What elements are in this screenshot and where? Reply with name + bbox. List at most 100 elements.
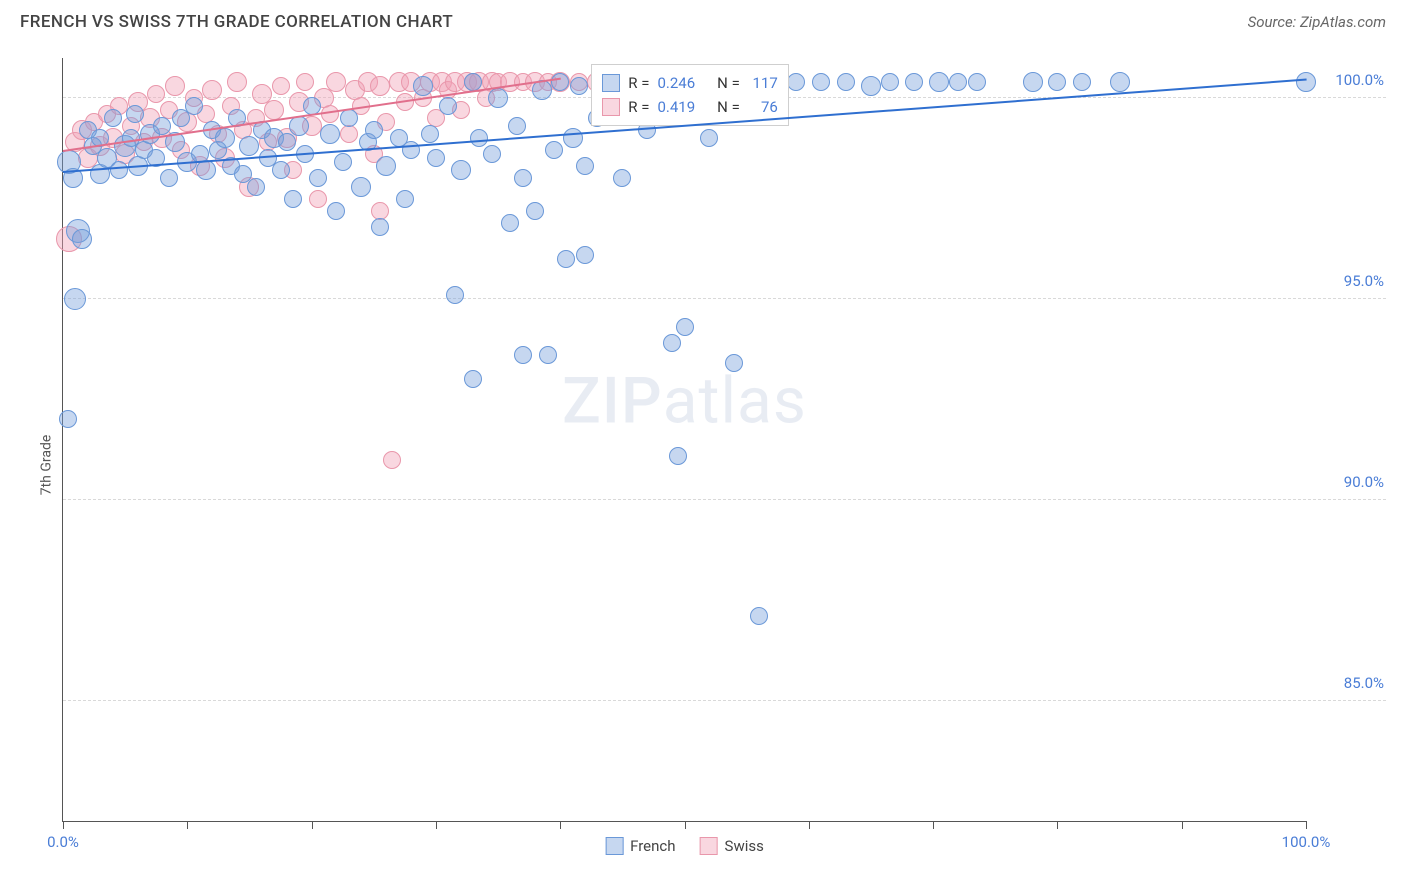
chart-title: FRENCH VS SWISS 7TH GRADE CORRELATION CH… bbox=[20, 12, 453, 32]
scatter-point-french bbox=[309, 169, 327, 187]
scatter-point-french bbox=[514, 169, 532, 187]
stats-row: R = 0.246 N = 117 bbox=[602, 71, 778, 95]
scatter-point-french bbox=[153, 117, 171, 135]
x-tick bbox=[312, 821, 313, 829]
source-prefix: Source: bbox=[1248, 13, 1300, 31]
scatter-point-french bbox=[557, 250, 575, 268]
scatter-point-french bbox=[126, 105, 144, 123]
scatter-point-swiss bbox=[340, 125, 358, 143]
n-label: N = bbox=[717, 71, 740, 95]
scatter-point-swiss bbox=[321, 105, 339, 123]
series-legend: French Swiss bbox=[605, 837, 764, 855]
scatter-point-swiss bbox=[165, 76, 185, 96]
series-swatch bbox=[602, 74, 620, 92]
x-tick bbox=[436, 821, 437, 829]
scatter-point-french bbox=[278, 133, 296, 151]
scatter-point-french bbox=[1048, 73, 1066, 91]
scatter-point-french bbox=[446, 286, 464, 304]
scatter-point-french bbox=[576, 246, 594, 264]
source-name: ZipAtlas.com bbox=[1300, 13, 1386, 31]
scatter-point-french bbox=[284, 190, 302, 208]
scatter-point-french bbox=[1110, 72, 1130, 92]
scatter-point-french bbox=[272, 161, 290, 179]
scatter-point-french bbox=[812, 73, 830, 91]
x-tick bbox=[187, 821, 188, 829]
scatter-point-swiss bbox=[296, 73, 314, 91]
scatter-point-french bbox=[320, 124, 340, 144]
scatter-point-swiss bbox=[227, 72, 247, 92]
scatter-point-french bbox=[488, 88, 508, 108]
scatter-point-french bbox=[365, 121, 383, 139]
scatter-point-french bbox=[861, 76, 881, 96]
scatter-point-french bbox=[508, 117, 526, 135]
stats-row: R =0.419N =76 bbox=[602, 95, 778, 119]
scatter-point-french bbox=[239, 136, 259, 156]
y-tick-label: 90.0% bbox=[1314, 473, 1384, 491]
scatter-point-french bbox=[110, 161, 128, 179]
scatter-point-swiss bbox=[309, 190, 327, 208]
x-tick bbox=[1057, 821, 1058, 829]
scatter-point-swiss bbox=[147, 85, 165, 103]
scatter-point-french bbox=[104, 109, 122, 127]
scatter-point-swiss bbox=[272, 77, 290, 95]
y-tick-label: 85.0% bbox=[1314, 674, 1384, 692]
scatter-point-french bbox=[396, 190, 414, 208]
scatter-point-french bbox=[725, 354, 743, 372]
r-value: 0.419 bbox=[657, 95, 695, 119]
scatter-point-french bbox=[551, 73, 569, 91]
scatter-point-french bbox=[64, 288, 86, 310]
scatter-point-swiss bbox=[326, 72, 346, 92]
legend-label: Swiss bbox=[725, 837, 764, 855]
scatter-point-french bbox=[413, 76, 433, 96]
scatter-point-french bbox=[526, 202, 544, 220]
r-label: R = bbox=[628, 71, 649, 95]
scatter-point-french bbox=[676, 318, 694, 336]
scatter-point-french bbox=[968, 73, 986, 91]
y-tick-label: 95.0% bbox=[1314, 272, 1384, 290]
scatter-point-french bbox=[470, 129, 488, 147]
source-credit: Source: ZipAtlas.com bbox=[1248, 13, 1386, 31]
x-tick bbox=[1182, 821, 1183, 829]
r-value: 0.246 bbox=[657, 71, 695, 95]
scatter-point-french bbox=[334, 153, 352, 171]
x-tick bbox=[685, 821, 686, 829]
scatter-point-french bbox=[160, 169, 178, 187]
n-label: N = bbox=[717, 95, 740, 119]
scatter-point-french bbox=[371, 218, 389, 236]
scatter-point-french bbox=[750, 607, 768, 625]
scatter-point-french bbox=[1073, 73, 1091, 91]
watermark-zip: ZIP bbox=[562, 364, 663, 439]
x-tick-label: 0.0% bbox=[47, 833, 79, 851]
scatter-point-french bbox=[289, 116, 309, 136]
x-tick bbox=[809, 821, 810, 829]
scatter-point-french bbox=[247, 178, 265, 196]
scatter-point-french bbox=[439, 97, 457, 115]
scatter-point-french bbox=[196, 160, 216, 180]
legend-label: French bbox=[630, 837, 675, 855]
n-value: 117 bbox=[748, 71, 778, 95]
scatter-point-french bbox=[787, 73, 805, 91]
scatter-point-french bbox=[1023, 72, 1043, 92]
scatter-point-french bbox=[464, 370, 482, 388]
scatter-point-french bbox=[881, 73, 899, 91]
scatter-point-swiss bbox=[202, 80, 222, 100]
scatter-point-french bbox=[501, 214, 519, 232]
scatter-point-french bbox=[185, 97, 203, 115]
chart-area: 7th Grade ZIPatlas French Swiss 85.0% 90.0… bbox=[20, 48, 1396, 882]
scatter-point-french bbox=[376, 156, 396, 176]
y-tick-label: 100.0% bbox=[1314, 71, 1384, 89]
scatter-point-swiss bbox=[383, 451, 401, 469]
gridline bbox=[63, 298, 1386, 299]
x-tick bbox=[1306, 821, 1307, 829]
y-axis-label: 7th Grade bbox=[38, 435, 54, 496]
scatter-point-french bbox=[215, 128, 235, 148]
scatter-point-french bbox=[327, 202, 345, 220]
scatter-point-swiss bbox=[370, 76, 390, 96]
watermark: ZIPatlas bbox=[562, 364, 807, 439]
x-tick-label: 100.0% bbox=[1282, 833, 1331, 851]
legend-item: Swiss bbox=[700, 837, 764, 855]
x-tick bbox=[933, 821, 934, 829]
scatter-point-french bbox=[576, 157, 594, 175]
legend-swatch bbox=[700, 837, 718, 855]
chart-header: FRENCH VS SWISS 7TH GRADE CORRELATION CH… bbox=[0, 0, 1406, 40]
